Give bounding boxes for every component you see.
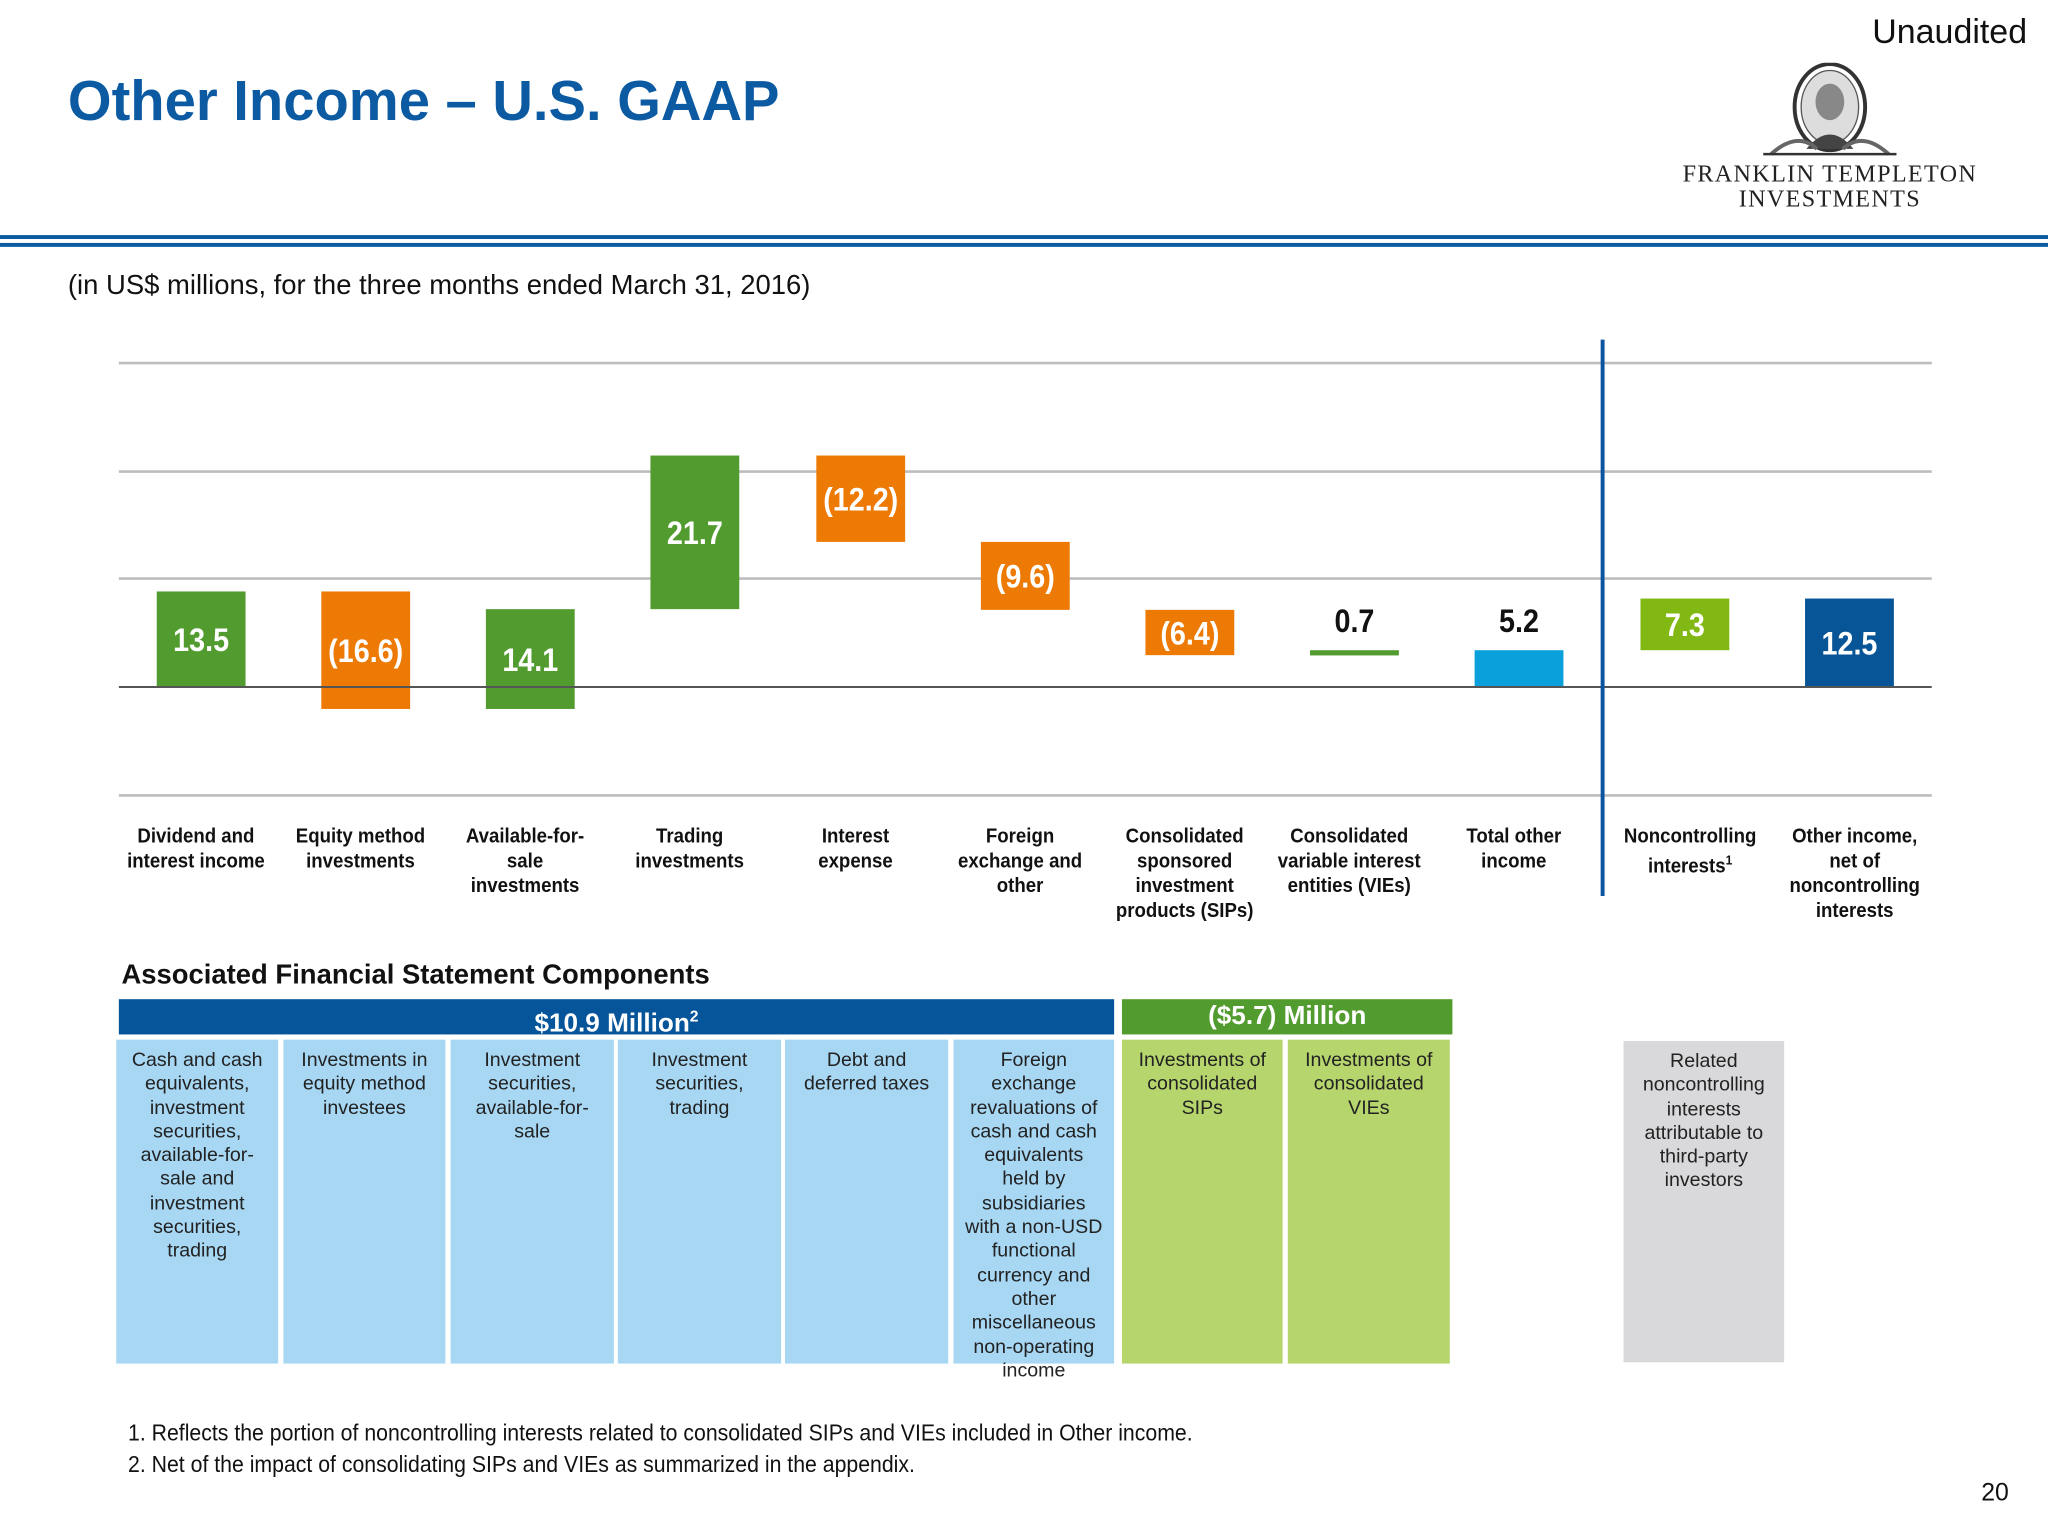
category-label-line: net of — [1829, 850, 1881, 873]
footnote-2: 2. Net of the impact of consolidating SI… — [127, 1451, 915, 1478]
category-label-3: Trading investments — [615, 824, 764, 874]
category-label-line: sponsored — [1137, 850, 1233, 873]
bar-2 — [485, 609, 575, 709]
category-label-line: Other income, — [1792, 825, 1918, 848]
category-label-0: Dividend and interest income — [121, 824, 270, 874]
category-label-line: investment — [1135, 875, 1234, 898]
header-rule — [0, 242, 2048, 247]
category-label-line: Consolidated — [1125, 825, 1244, 848]
logo-text-line1: FRANKLIN TEMPLETON — [1682, 161, 1978, 189]
logo-text-line2: INVESTMENTS — [1738, 186, 1921, 213]
category-label-line: expense — [818, 850, 893, 873]
header-rule — [0, 235, 2048, 240]
category-label-7: Consolidated variable interest entities (V… — [1275, 824, 1424, 898]
components-title: Associated Financial Statement Component… — [121, 959, 710, 991]
category-label-line: Interest — [821, 825, 890, 848]
data-label-7: 0.7 — [1334, 602, 1374, 639]
category-label-6: Consolidated sponsored investment products … — [1110, 824, 1259, 923]
category-label-8: Total other income — [1439, 824, 1588, 874]
page-number: 20 — [1981, 1479, 2009, 1508]
bar-5 — [980, 541, 1070, 610]
data-label-9: 7.3 — [1665, 606, 1705, 643]
category-label-line: interests1 — [1647, 854, 1733, 878]
portrait-medallion-icon — [1763, 62, 1897, 156]
bar-8 — [1474, 650, 1564, 688]
category-label-line: products (SIPs) — [1115, 899, 1254, 923]
category-label-line: Dividend and — [137, 825, 255, 848]
related-noncontrolling-cell: Related noncontrolling interests attribu… — [1623, 1040, 1785, 1363]
category-label-line: variable interest — [1277, 850, 1421, 873]
bar-3 — [650, 455, 740, 610]
category-label-line: sale — [506, 850, 544, 873]
bar-10 — [1805, 598, 1894, 688]
category-label-line: noncontrolling — [1789, 875, 1920, 898]
data-label-1: (16.6) — [328, 632, 403, 669]
footnote-ref: 2 — [689, 1007, 699, 1026]
unaudited-label: Unaudited — [1872, 11, 2028, 51]
category-label-line: investments — [306, 850, 415, 873]
data-label-0: 13.5 — [173, 621, 229, 658]
category-label-line: Trading — [655, 825, 724, 848]
data-label-10: 12.5 — [1822, 625, 1878, 662]
component-cell-4: Debt and deferred taxes — [784, 1039, 949, 1364]
category-label-line: entities (VIEs) — [1287, 875, 1411, 898]
data-label-6: (6.4) — [1160, 615, 1219, 652]
data-label-3: 21.7 — [667, 514, 723, 551]
component-cell-1: Investments in equity method investees — [283, 1039, 446, 1364]
category-label-line: Total other — [1466, 825, 1562, 848]
franklin-templeton-logo: FRANKLIN TEMPLETON INVESTMENTS — [1678, 62, 1981, 213]
component-cell-6: Investments of consolidated SIPs — [1121, 1039, 1283, 1364]
category-label-5: Foreign exchange and other — [946, 824, 1095, 898]
component-cell-5: Foreign exchange revaluations of cash an… — [953, 1039, 1115, 1382]
category-label-9: Noncontrolling interests1 — [1616, 824, 1765, 879]
footnote-1: 1. Reflects the portion of noncontrollin… — [127, 1419, 1193, 1446]
category-label-1: Equity method investments — [286, 824, 435, 874]
waterfall-chart: 13.5 (16.6) 14.1 21.7 (12.2) (9.6) (6.4) 0.7 5.2… — [118, 339, 1932, 896]
group-header-10-9-million: $10.9 Million2 — [118, 999, 1115, 1038]
bar-0 — [156, 591, 246, 688]
category-label-line: Consolidated — [1290, 825, 1409, 848]
bar-1 — [321, 591, 411, 709]
bar-9 — [1640, 598, 1730, 651]
category-label-line: Equity method — [295, 825, 426, 848]
category-label-line: Available-for- — [465, 825, 585, 848]
bar-7 — [1310, 650, 1399, 656]
category-label-4: Interest expense — [781, 824, 930, 874]
category-label-10: Other income, net of noncontrolling interes… — [1780, 824, 1929, 923]
component-cell-7: Investments of consolidated VIEs — [1287, 1039, 1450, 1364]
footnote-ref: 1 — [1725, 854, 1733, 869]
category-label-line: other — [996, 875, 1044, 898]
component-cell-2: Investment securities, available-for-sal… — [450, 1039, 614, 1364]
data-label-2: 14.1 — [502, 641, 558, 678]
component-cell-3: Investment securities, trading — [617, 1039, 782, 1364]
group-header-5-7-million: ($5.7) Million — [1121, 999, 1453, 1035]
category-label-line: investments — [635, 850, 744, 873]
category-label-line: income — [1481, 850, 1547, 873]
category-label-line: Foreign — [985, 825, 1055, 848]
bar-6 — [1145, 609, 1235, 656]
data-label-4: (12.2) — [823, 481, 898, 518]
bar-4 — [816, 455, 906, 542]
page-title: Other Income – U.S. GAAP — [67, 70, 780, 134]
category-label-line: investments — [470, 875, 580, 898]
group1-label: $10.9 Million — [534, 1009, 690, 1038]
category-label-line: exchange and — [957, 850, 1083, 873]
category-label-line: Noncontrolling — [1623, 825, 1757, 848]
subtitle: (in US$ millions, for the three months e… — [67, 270, 811, 301]
category-label-2: Available-for-sale investments — [451, 824, 600, 898]
category-label-line: interests — [1815, 899, 1894, 923]
data-label-8: 5.2 — [1499, 602, 1539, 639]
data-label-5: (9.6) — [996, 558, 1055, 595]
component-cell-0: Cash and cash equivalents, investment se… — [116, 1039, 279, 1364]
category-label-line: interest income — [127, 850, 265, 873]
